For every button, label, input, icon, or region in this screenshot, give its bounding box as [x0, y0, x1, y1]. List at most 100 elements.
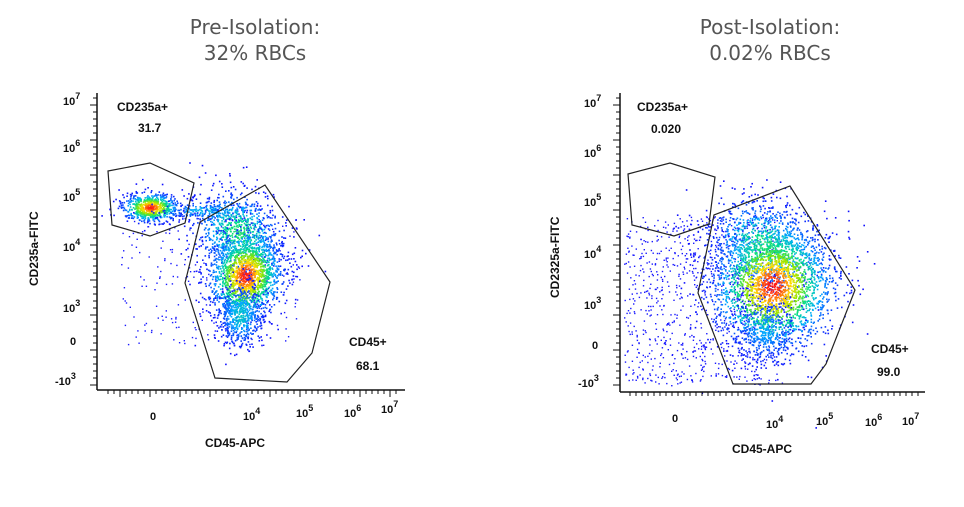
event-dot [260, 284, 263, 286]
event-dot [236, 212, 238, 215]
event-dot [259, 305, 261, 307]
event-dot [264, 291, 267, 293]
event-dot [257, 215, 260, 217]
event-dot [274, 252, 276, 255]
event-dot [660, 276, 662, 279]
event-dot [147, 220, 149, 223]
event-dot [282, 281, 285, 283]
event-dot [259, 284, 262, 287]
event-dot [753, 334, 756, 336]
event-dot [127, 217, 130, 219]
event-dot [264, 249, 267, 251]
event-dot [243, 269, 246, 272]
event-dot [136, 210, 138, 212]
event-dot [243, 312, 246, 314]
event-dot [242, 232, 244, 234]
event-dot [237, 204, 239, 207]
event-dot [220, 321, 222, 323]
event-dot [216, 243, 218, 246]
event-dot [192, 213, 194, 216]
event-dot [655, 297, 658, 300]
event-dot [190, 209, 193, 211]
event-dot [245, 297, 247, 299]
event-dot [660, 236, 663, 238]
event-dot [773, 252, 775, 254]
event-dot [209, 238, 211, 240]
event-dot [690, 216, 693, 219]
event-dot [150, 199, 153, 201]
event-dot [245, 284, 248, 286]
event-dot [222, 247, 225, 250]
event-dot [216, 290, 218, 292]
event-dot [223, 283, 226, 285]
event-dot [265, 238, 267, 240]
event-dot [238, 345, 241, 348]
event-dot [226, 300, 229, 303]
event-dot [211, 210, 213, 212]
event-dot [221, 294, 223, 296]
event-dot [243, 240, 245, 242]
event-dot [223, 261, 226, 264]
event-dot [695, 286, 697, 288]
event-dot [221, 329, 223, 331]
event-dot [741, 343, 743, 345]
event-dot [246, 312, 249, 315]
event-dot [210, 220, 212, 223]
event-dot [659, 362, 661, 364]
event-dot [157, 194, 159, 196]
density-layer [624, 179, 876, 429]
event-dot [272, 291, 275, 293]
event-dot [211, 211, 214, 213]
event-dot [776, 220, 778, 222]
event-dot [220, 273, 222, 276]
event-dot [646, 262, 648, 264]
event-dot [221, 265, 223, 267]
event-dot [157, 218, 159, 221]
event-dot [178, 342, 181, 344]
event-dot [625, 253, 628, 255]
event-dot [769, 229, 772, 231]
event-dot [308, 249, 311, 251]
event-dot [688, 235, 690, 237]
event-dot [732, 274, 734, 276]
event-dot [249, 265, 251, 267]
event-dot [169, 203, 171, 205]
event-dot [134, 208, 136, 210]
event-dot [277, 280, 279, 282]
event-dot [183, 209, 185, 212]
event-dot [235, 318, 238, 320]
event-dot [211, 239, 214, 242]
event-dot [240, 181, 243, 183]
event-dot [254, 330, 257, 333]
event-dot [225, 335, 228, 337]
event-dot [264, 281, 267, 283]
event-dot [678, 236, 680, 239]
event-dot [240, 311, 242, 313]
event-dot [260, 312, 262, 315]
event-dot [137, 330, 139, 332]
event-dot [147, 226, 149, 228]
event-dot [273, 260, 275, 262]
event-dot [200, 207, 202, 210]
event-dot [251, 278, 254, 280]
event-dot [233, 272, 235, 275]
event-dot [246, 209, 249, 212]
event-dot [224, 279, 227, 281]
event-dot [236, 270, 239, 272]
event-dot [225, 232, 228, 234]
event-dot [630, 307, 632, 310]
event-dot [166, 213, 168, 216]
event-dot [242, 287, 244, 289]
event-dot [203, 213, 206, 216]
event-dot [251, 246, 254, 248]
event-dot [239, 276, 242, 279]
event-dot [251, 313, 253, 316]
event-dot [238, 253, 240, 255]
event-dot [690, 254, 692, 256]
event-dot [687, 239, 689, 242]
event-dot [699, 380, 702, 382]
event-dot [273, 251, 276, 254]
event-dot [230, 305, 232, 307]
event-dot [251, 274, 254, 277]
event-dot [172, 210, 174, 212]
